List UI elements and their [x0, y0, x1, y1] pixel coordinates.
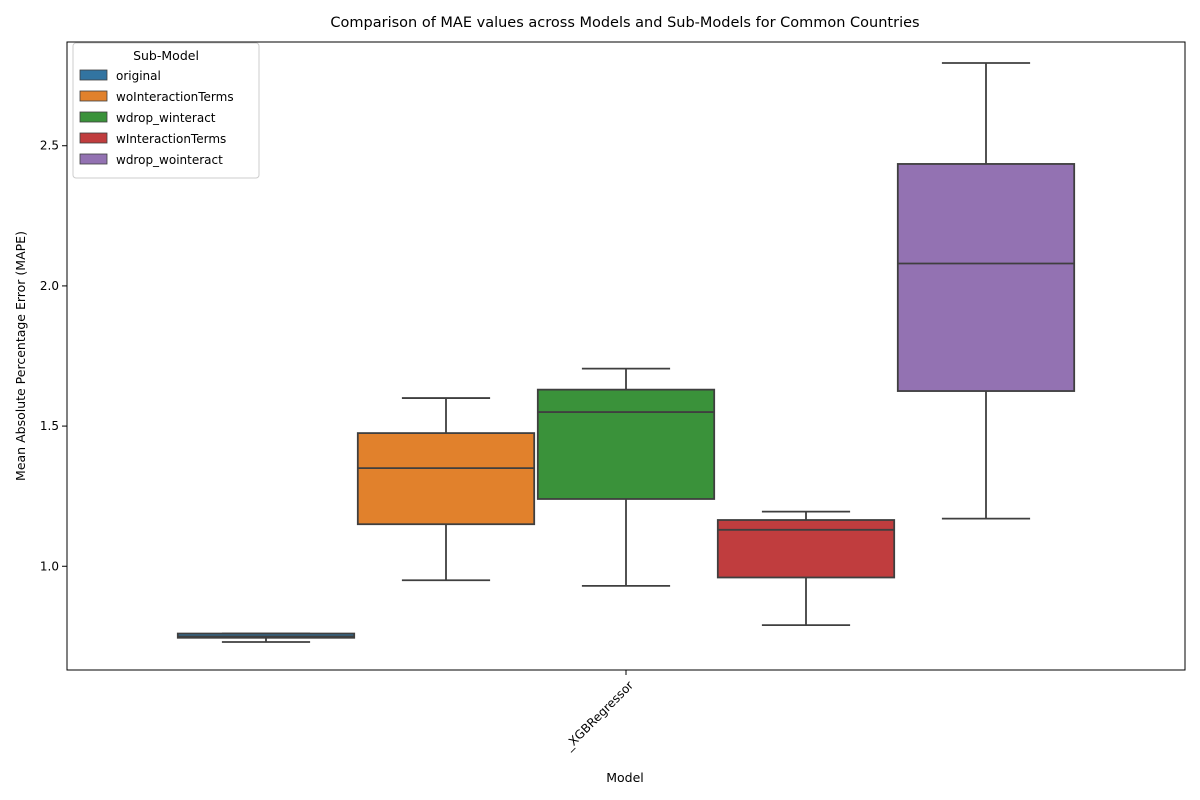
y-axis-label: Mean Absolute Percentage Error (MAPE) — [13, 231, 28, 481]
x-tick-label: _XGBRegressor — [561, 678, 636, 753]
box-body — [716, 519, 896, 579]
box-original — [176, 632, 356, 643]
box-body — [536, 388, 716, 500]
box-series-group — [176, 62, 1076, 643]
box-body — [356, 432, 536, 526]
box-wdrop_winteract — [536, 367, 716, 587]
legend-entry-label: original — [116, 69, 161, 83]
legend-box — [72, 42, 260, 179]
x-axis: _XGBRegressor — [561, 670, 636, 753]
box-woInteractionTerms — [356, 397, 536, 582]
box-wInteractionTerms — [716, 510, 896, 627]
legend-swatch — [79, 132, 108, 144]
y-tick-label: 2.5 — [40, 139, 59, 153]
legend: Sub-Model original woInteractionTerms wdrop… — [72, 42, 260, 179]
legend-entry-label: wdrop_wointeract — [116, 153, 223, 167]
legend-swatch — [79, 69, 108, 81]
legend-swatch — [79, 153, 108, 165]
legend-swatch — [79, 111, 108, 123]
legend-title: Sub-Model — [133, 48, 199, 63]
y-tick-label: 1.0 — [40, 559, 59, 573]
legend-entry-label: wInteractionTerms — [116, 132, 226, 146]
y-tick-label: 1.5 — [40, 419, 59, 433]
legend-entry-label: wdrop_winteract — [116, 111, 216, 125]
y-tick-label: 2.0 — [40, 279, 59, 293]
x-axis-label: Model — [606, 770, 644, 785]
legend-entry-label: woInteractionTerms — [116, 90, 234, 104]
plot-frame — [66, 41, 1186, 671]
y-axis: 1.0 1.5 2.0 2.5 — [40, 139, 67, 573]
box-wdrop_wointeract — [896, 62, 1076, 520]
legend-swatch — [79, 90, 108, 102]
box-body — [896, 163, 1076, 392]
chart-title: Comparison of MAE values across Models a… — [330, 15, 919, 31]
